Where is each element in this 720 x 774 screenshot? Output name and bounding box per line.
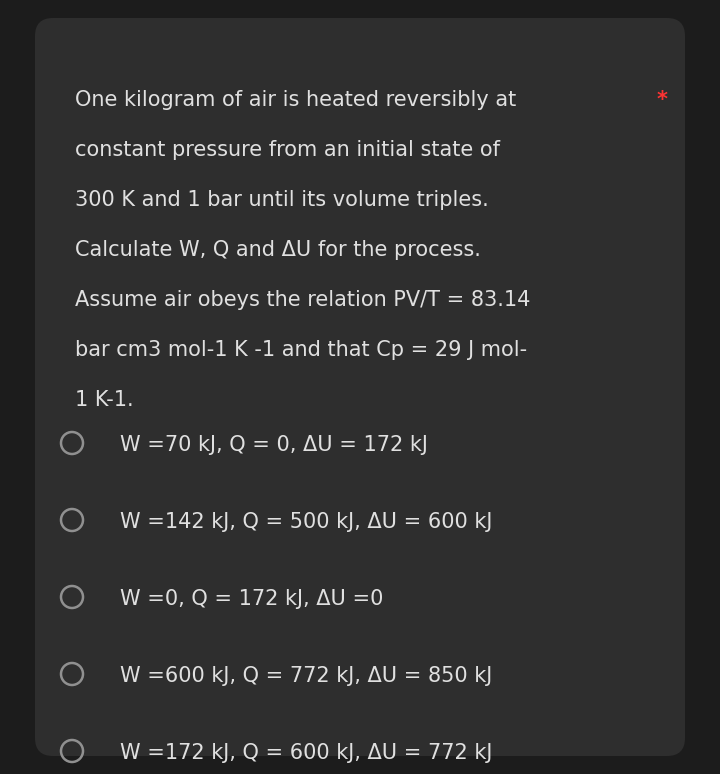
Text: W =70 kJ, Q = 0, ΔU = 172 kJ: W =70 kJ, Q = 0, ΔU = 172 kJ	[120, 435, 428, 455]
Text: bar cm3 mol-1 K -1 and that Cp = 29 J mol-: bar cm3 mol-1 K -1 and that Cp = 29 J mo…	[75, 340, 527, 360]
Text: One kilogram of air is heated reversibly at: One kilogram of air is heated reversibly…	[75, 90, 516, 110]
Text: W =172 kJ, Q = 600 kJ, ΔU = 772 kJ: W =172 kJ, Q = 600 kJ, ΔU = 772 kJ	[120, 743, 492, 763]
Text: W =0, Q = 172 kJ, ΔU =0: W =0, Q = 172 kJ, ΔU =0	[120, 589, 383, 609]
Text: 1 K-1.: 1 K-1.	[75, 390, 134, 410]
FancyBboxPatch shape	[35, 18, 685, 756]
Text: W =142 kJ, Q = 500 kJ, ΔU = 600 kJ: W =142 kJ, Q = 500 kJ, ΔU = 600 kJ	[120, 512, 492, 532]
Text: W =600 kJ, Q = 772 kJ, ΔU = 850 kJ: W =600 kJ, Q = 772 kJ, ΔU = 850 kJ	[120, 666, 492, 686]
Text: 300 K and 1 bar until its volume triples.: 300 K and 1 bar until its volume triples…	[75, 190, 489, 210]
Text: Assume air obeys the relation PV/T = 83.14: Assume air obeys the relation PV/T = 83.…	[75, 290, 531, 310]
Text: *: *	[657, 90, 668, 110]
Text: Calculate W, Q and ΔU for the process.: Calculate W, Q and ΔU for the process.	[75, 240, 481, 260]
Text: constant pressure from an initial state of: constant pressure from an initial state …	[75, 140, 500, 160]
